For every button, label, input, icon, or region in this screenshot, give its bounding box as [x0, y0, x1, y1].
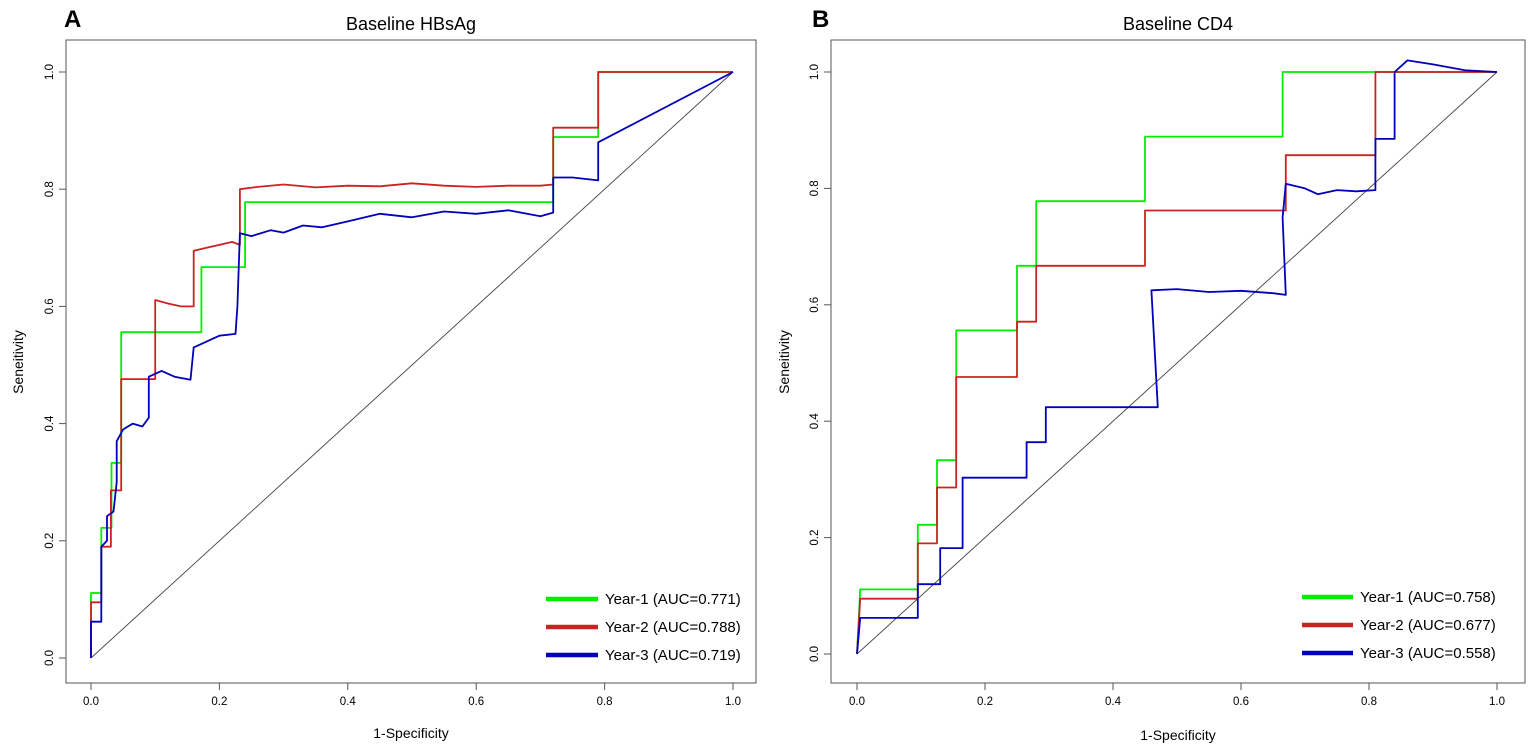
x-tick-label: 0.2	[977, 696, 993, 708]
y-tick-label: 1.0	[809, 64, 821, 80]
y-tick-label: 0.2	[44, 533, 56, 549]
x-tick-label: 0.4	[340, 696, 357, 708]
y-tick-label: 0.4	[44, 415, 56, 432]
panel-b-legend: Year-1 (AUC=0.758) Year-2 (AUC=0.677) Year…	[1302, 589, 1496, 662]
legend-label-year-3: Year-3 (AUC=0.719)	[605, 647, 741, 664]
panel-a: A Baseline HBsAg 0.0 0.2 0.4 0.6 0.8 1.0 0.00…	[10, 6, 757, 741]
panel-a-reference-diagonal-group	[90, 71, 734, 659]
x-tick-label: 0.8	[1361, 696, 1377, 708]
roc-curve-year-2	[856, 71, 1497, 655]
panel-a-title: Baseline HBsAg	[346, 14, 476, 34]
y-tick-label: 1.0	[44, 64, 56, 80]
roc-curve-year-3	[856, 59, 1498, 655]
panel-a-y-axis-label: Seneitivity	[10, 330, 26, 394]
x-tick-label: 0.2	[211, 696, 227, 708]
panel-b-reference-diagonal-group	[856, 71, 1498, 655]
panel-b-plot-frame	[830, 39, 1526, 684]
legend-label-year-2: Year-2 (AUC=0.677)	[1360, 617, 1496, 634]
panel-a-legend: Year-1 (AUC=0.771) Year-2 (AUC=0.788) Year…	[546, 591, 741, 664]
roc-curve-year-3	[90, 71, 734, 658]
legend-label-year-1: Year-1 (AUC=0.771)	[605, 591, 741, 608]
panel-b: B Baseline CD4 0.0 0.2 0.4 0.6 0.8 1.0 0.0 0.2…	[776, 6, 1526, 743]
panel-a-letter: A	[64, 6, 81, 33]
legend-label-year-3: Year-3 (AUC=0.558)	[1360, 645, 1496, 662]
legend-label-year-1: Year-1 (AUC=0.758)	[1360, 589, 1496, 606]
y-tick-label: 0.2	[809, 530, 821, 546]
panel-b-letter: B	[812, 6, 829, 33]
y-tick-label: 0.8	[44, 181, 56, 197]
panel-a-x-axis: 0.0 0.2 0.4 0.6 0.8 1.0	[83, 683, 741, 708]
y-tick-label: 0.6	[809, 297, 821, 313]
y-tick-label: 0.6	[44, 298, 56, 314]
y-tick-label: 0.8	[809, 180, 821, 196]
panel-a-y-axis: 0.0 0.2 0.4 0.6 0.8 1.0	[44, 64, 66, 666]
x-tick-label: 0.6	[468, 696, 484, 708]
legend-label-year-2: Year-2 (AUC=0.788)	[605, 619, 741, 636]
x-tick-label: 0.0	[849, 696, 865, 708]
y-tick-label: 0.4	[809, 413, 821, 430]
panel-b-x-axis-label: 1-Specificity	[1140, 727, 1215, 743]
x-tick-label: 1.0	[1489, 696, 1505, 708]
y-tick-label: 0.0	[809, 646, 821, 662]
panel-a-plot-frame	[65, 39, 757, 684]
panel-a-x-axis-label: 1-Specificity	[373, 725, 448, 741]
panel-b-roc-curves	[856, 59, 1498, 655]
panel-b-title: Baseline CD4	[1123, 14, 1233, 34]
x-tick-label: 1.0	[725, 696, 741, 708]
x-tick-label: 0.4	[1105, 696, 1122, 708]
panel-b-x-axis: 0.0 0.2 0.4 0.6 0.8 1.0	[849, 683, 1505, 708]
reference-diagonal-line	[856, 71, 1498, 655]
x-tick-label: 0.0	[83, 696, 99, 708]
reference-diagonal-line	[90, 71, 734, 659]
panel-b-y-axis-label: Seneitivity	[776, 330, 792, 394]
x-tick-label: 0.8	[597, 696, 613, 708]
x-tick-label: 0.6	[1233, 696, 1249, 708]
panel-b-y-axis: 0.0 0.2 0.4 0.6 0.8 1.0	[809, 64, 831, 662]
y-tick-label: 0.0	[44, 650, 56, 666]
panel-a-roc-curves	[90, 71, 734, 658]
